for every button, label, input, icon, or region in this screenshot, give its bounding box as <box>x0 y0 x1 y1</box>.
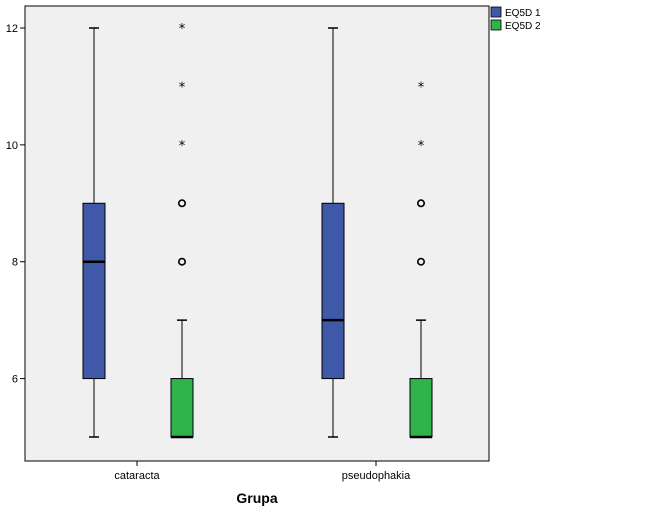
y-axis: 6 8 10 12 <box>6 23 25 386</box>
extreme-point: * <box>179 80 186 95</box>
legend-swatch-1 <box>490 6 502 18</box>
box-eq5d-2-cataracta: * * * <box>170 22 194 439</box>
x-axis-title: Grupa <box>236 490 277 506</box>
extreme-point: * <box>179 22 186 37</box>
legend-label-1: EQ5D 1 <box>505 8 541 19</box>
x-tick-label-pseudophakia: pseudophakia <box>342 470 411 482</box>
y-tick-label: 10 <box>6 140 18 152</box>
extreme-point: * <box>418 80 425 95</box>
y-tick-label: 8 <box>12 257 18 269</box>
legend-label-2: EQ5D 2 <box>505 21 541 32</box>
y-tick-label: 12 <box>6 23 18 35</box>
outlier-point <box>178 199 187 208</box>
box-eq5d-1-pseudophakia <box>321 27 345 438</box>
extreme-point: * <box>418 139 425 154</box>
x-tick-label-cataracta: cataracta <box>114 470 160 482</box>
box-eq5d-1-cataracta <box>82 27 106 438</box>
outlier-point <box>178 257 187 266</box>
x-axis: cataracta pseudophakia <box>114 461 411 482</box>
box-iqr <box>170 378 194 438</box>
y-tick-label: 6 <box>12 374 18 386</box>
extreme-point: * <box>179 139 186 154</box>
box-iqr <box>409 378 433 438</box>
outlier-point <box>416 257 425 266</box>
box-eq5d-2-pseudophakia: ** <box>409 80 433 439</box>
legend-swatch-2 <box>490 19 502 31</box>
outlier-point <box>416 199 425 208</box>
box-iqr <box>321 202 345 380</box>
boxes-layer: ***** <box>82 22 433 439</box>
box-iqr <box>82 202 106 380</box>
legend: EQ5D 1 EQ5D 2 <box>490 6 541 32</box>
